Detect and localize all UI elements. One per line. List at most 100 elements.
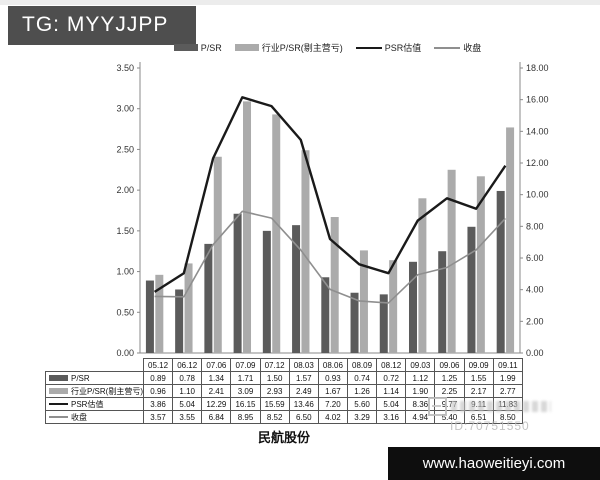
line-swatch-icon: [434, 46, 461, 49]
table-cell: 3.55: [172, 410, 203, 424]
table-cell: 2.17: [463, 384, 494, 398]
bar-行业P/SR(剔主营亏)-08.03: [301, 150, 310, 353]
legend-item-3: 收盘: [434, 41, 481, 54]
right-axis-tick-label: 14.00: [526, 126, 549, 136]
channel-tag-label: TG: MYYJJPP: [22, 13, 169, 36]
bar-P/SR-05.12: [145, 280, 154, 353]
right-axis-tick-label: 8.00: [526, 221, 544, 231]
table-row-label: P/SR: [45, 371, 144, 385]
page-top-strip: [0, 0, 600, 5]
bar-swatch-icon: [234, 44, 259, 51]
table-cell: 1.90: [405, 384, 436, 398]
bar-swatch-icon: [173, 44, 198, 51]
table-cell: 1.71: [230, 371, 261, 385]
table-cell: 0.96: [142, 384, 174, 398]
table-row-label: PSR估值: [45, 397, 144, 411]
line-swatch-icon: [49, 416, 68, 419]
table-col-header: 05.12: [142, 358, 174, 372]
channel-tag-badge: TG: MYYJJPP: [8, 6, 197, 45]
table-col-header: 08.09: [346, 358, 378, 372]
table-cell: 8.95: [230, 410, 261, 424]
table-col-header: 08.03: [288, 358, 319, 372]
left-axis-tick-label: 3.50: [116, 63, 134, 73]
bar-P/SR-07.12: [262, 230, 271, 353]
left-axis-tick-label: 3.00: [116, 104, 134, 114]
bar-行业P/SR(剔主营亏)-06.12: [184, 263, 193, 353]
table-row: 收盘 3.57 3.55 6.84 8.95 8.52 6.50 4.02 3.29 3.16 4.…: [45, 410, 524, 424]
table-cell: 6.50: [288, 410, 319, 424]
legend-label: PSR估值: [384, 43, 422, 53]
series-name: 收盘: [71, 412, 87, 422]
bar-行业P/SR(剔主营亏)-08.06: [330, 217, 339, 353]
right-axis-tick-label: 10.00: [526, 190, 549, 200]
table-cell: 3.57: [142, 410, 174, 424]
bar-P/SR-07.09: [233, 213, 242, 353]
table-col-header: 08.12: [376, 358, 407, 372]
table-cell: 2.93: [259, 384, 290, 398]
watermark-row: [428, 397, 578, 416]
series-name: P/SR: [71, 373, 90, 383]
line-swatch-icon: [355, 46, 382, 49]
left-axis-tick-label: 1.50: [116, 226, 134, 236]
bar-行业P/SR(剔主营亏)-09.03: [418, 198, 427, 353]
table-row: PSR估值 3.86 5.04 12.29 16.15 15.59 13.46 7.20 5.6…: [45, 397, 524, 411]
table-cell: 5.60: [346, 397, 378, 411]
right-axis-tick-label: 2.00: [526, 316, 544, 326]
table-cell: 16.15: [230, 397, 261, 411]
table-row-label: 收盘: [45, 410, 144, 424]
table-cell: 1.55: [463, 371, 494, 385]
table-header-row: 05.12 06.12 07.06 07.09 07.12 08.03 08.06 08.09…: [46, 358, 524, 372]
table-cell: 3.29: [346, 410, 378, 424]
right-axis-tick-label: 0.00: [526, 348, 544, 358]
table-cell: 1.25: [434, 371, 465, 385]
table-row: P/SR 0.89 0.78 1.34 1.71 1.50 1.57 0.93 0.74 0.72…: [45, 371, 524, 385]
table-cell: 2.49: [288, 384, 319, 398]
legend-label: 行业P/SR(剔主营亏): [261, 43, 343, 53]
site-url: www.haoweitieyi.com: [422, 455, 566, 472]
table-cell: 1.67: [317, 384, 348, 398]
bar-行业P/SR(剔主营亏)-09.09: [476, 176, 485, 353]
table-cell: 3.09: [230, 384, 261, 398]
site-footer-bar: www.haoweitieyi.com: [388, 447, 600, 480]
table-cell: 1.12: [405, 371, 436, 385]
bar-P/SR-06.12: [175, 289, 184, 353]
legend-item-1: 行业P/SR(剔主营亏): [234, 41, 343, 54]
left-axis-tick-label: 2.00: [116, 185, 134, 195]
bar-P/SR-09.06: [438, 251, 447, 353]
watermark-logo-icon: [428, 397, 447, 416]
table-cell: 0.78: [172, 371, 203, 385]
legend-item-2: PSR估值: [355, 41, 422, 54]
bar-行业P/SR(剔主营亏)-08.12: [389, 260, 398, 353]
table-col-header: 07.06: [201, 358, 232, 372]
bar-swatch-icon: [49, 388, 68, 395]
bar-swatch-icon: [49, 375, 68, 382]
table-cell: 1.34: [201, 371, 232, 385]
combo-chart: 0.00 0.50 1.00 1.50 2.00 2.50 3.00 3.50 0.00 2.00…: [40, 56, 560, 358]
right-axis-tick-label: 18.00: [526, 63, 549, 73]
table-cell: 5.04: [172, 397, 203, 411]
table-cell: 3.16: [376, 410, 407, 424]
right-axis-tick-label: 16.00: [526, 95, 549, 105]
table-col-header: 09.03: [405, 358, 436, 372]
table-cell: 1.14: [376, 384, 407, 398]
bar-行业P/SR(剔主营亏)-09.06: [447, 169, 456, 353]
table-cell: 8.52: [259, 410, 290, 424]
table-cell: 0.72: [376, 371, 407, 385]
table-cell: 2.41: [201, 384, 232, 398]
table-corner-cell: [46, 359, 144, 372]
series-name: 行业P/SR(剔主营亏): [71, 386, 143, 396]
bar-P/SR-09.11: [496, 190, 505, 353]
bar-P/SR-07.06: [204, 243, 213, 353]
right-axis-tick-label: 6.00: [526, 253, 544, 263]
left-axis-tick-label: 2.50: [116, 144, 134, 154]
chart-data-table: 05.12 06.12 07.06 07.09 07.12 08.03 08.06 08.09…: [45, 358, 524, 424]
bar-行业P/SR(剔主营亏)-07.12: [272, 114, 281, 353]
bar-行业P/SR(剔主营亏)-07.06: [213, 156, 222, 353]
table-row-label: 行业P/SR(剔主营亏): [45, 384, 144, 398]
bar-行业P/SR(剔主营亏)-09.11: [506, 127, 515, 353]
bar-P/SR-09.03: [408, 261, 417, 353]
table-cell: 0.93: [317, 371, 348, 385]
table-col-header: 09.11: [492, 358, 524, 372]
table-cell: 13.46: [288, 397, 319, 411]
left-axis-tick-label: 0.50: [116, 307, 134, 317]
